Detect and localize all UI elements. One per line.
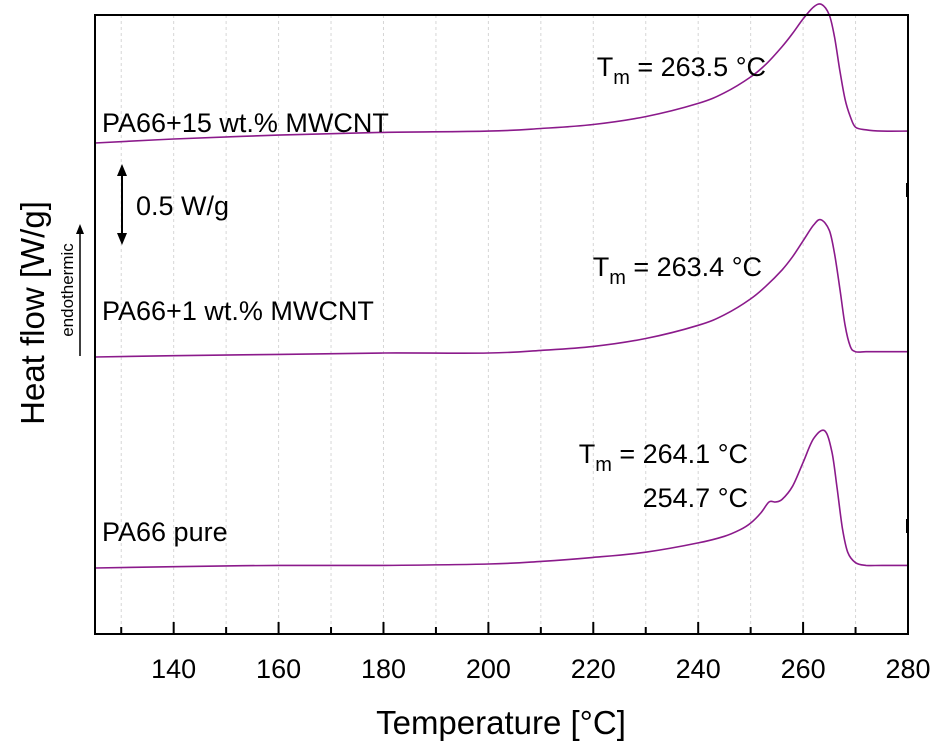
x-tick-label: 220	[571, 654, 616, 684]
series-line	[94, 429, 908, 569]
series-label: PA66+1 wt.% MWCNT	[102, 296, 374, 326]
x-axis-title: Temperature [°C]	[376, 704, 626, 741]
x-tick-label: 140	[151, 654, 196, 684]
tm-annotation-secondary: 254.7 °C	[643, 483, 748, 513]
x-tick-label: 280	[885, 654, 930, 684]
tm-annotation: Tm = 263.5 °C	[597, 52, 766, 89]
scale-bar-label: 0.5 W/g	[136, 191, 229, 221]
endothermic-indicator: endothermic	[58, 224, 84, 356]
y-axis-title: Heat flow [W/g]	[14, 201, 51, 425]
endothermic-arrow-head	[76, 224, 84, 234]
endothermic-label: endothermic	[58, 243, 77, 337]
series-layer	[94, 3, 909, 569]
x-tick-label: 260	[781, 654, 826, 684]
grid-layer	[120, 15, 857, 634]
series-label: PA66 pure	[102, 517, 228, 547]
x-tick-label: 240	[676, 654, 721, 684]
series-line	[94, 218, 908, 358]
annotation-layer: PA66+15 wt.% MWCNT Tm = 263.5 °C PA66+1 wt…	[102, 52, 766, 547]
scale-bar-arrow-top	[117, 164, 127, 176]
x-tick-label: 200	[466, 654, 511, 684]
x-tick-label: 180	[361, 654, 406, 684]
plot-frame	[94, 14, 909, 635]
scale-bar-arrow-bottom	[117, 233, 127, 245]
ticks-layer: 140 160 180 200 220 240 260 280	[120, 622, 931, 684]
series-line	[94, 3, 909, 144]
tm-annotation: Tm = 264.1 °C	[579, 439, 748, 476]
x-tick-label: 160	[256, 654, 301, 684]
series-label: PA66+15 wt.% MWCNT	[102, 108, 389, 138]
scale-bar: 0.5 W/g	[117, 164, 229, 245]
tm-annotation: Tm = 263.4 °C	[593, 252, 762, 289]
